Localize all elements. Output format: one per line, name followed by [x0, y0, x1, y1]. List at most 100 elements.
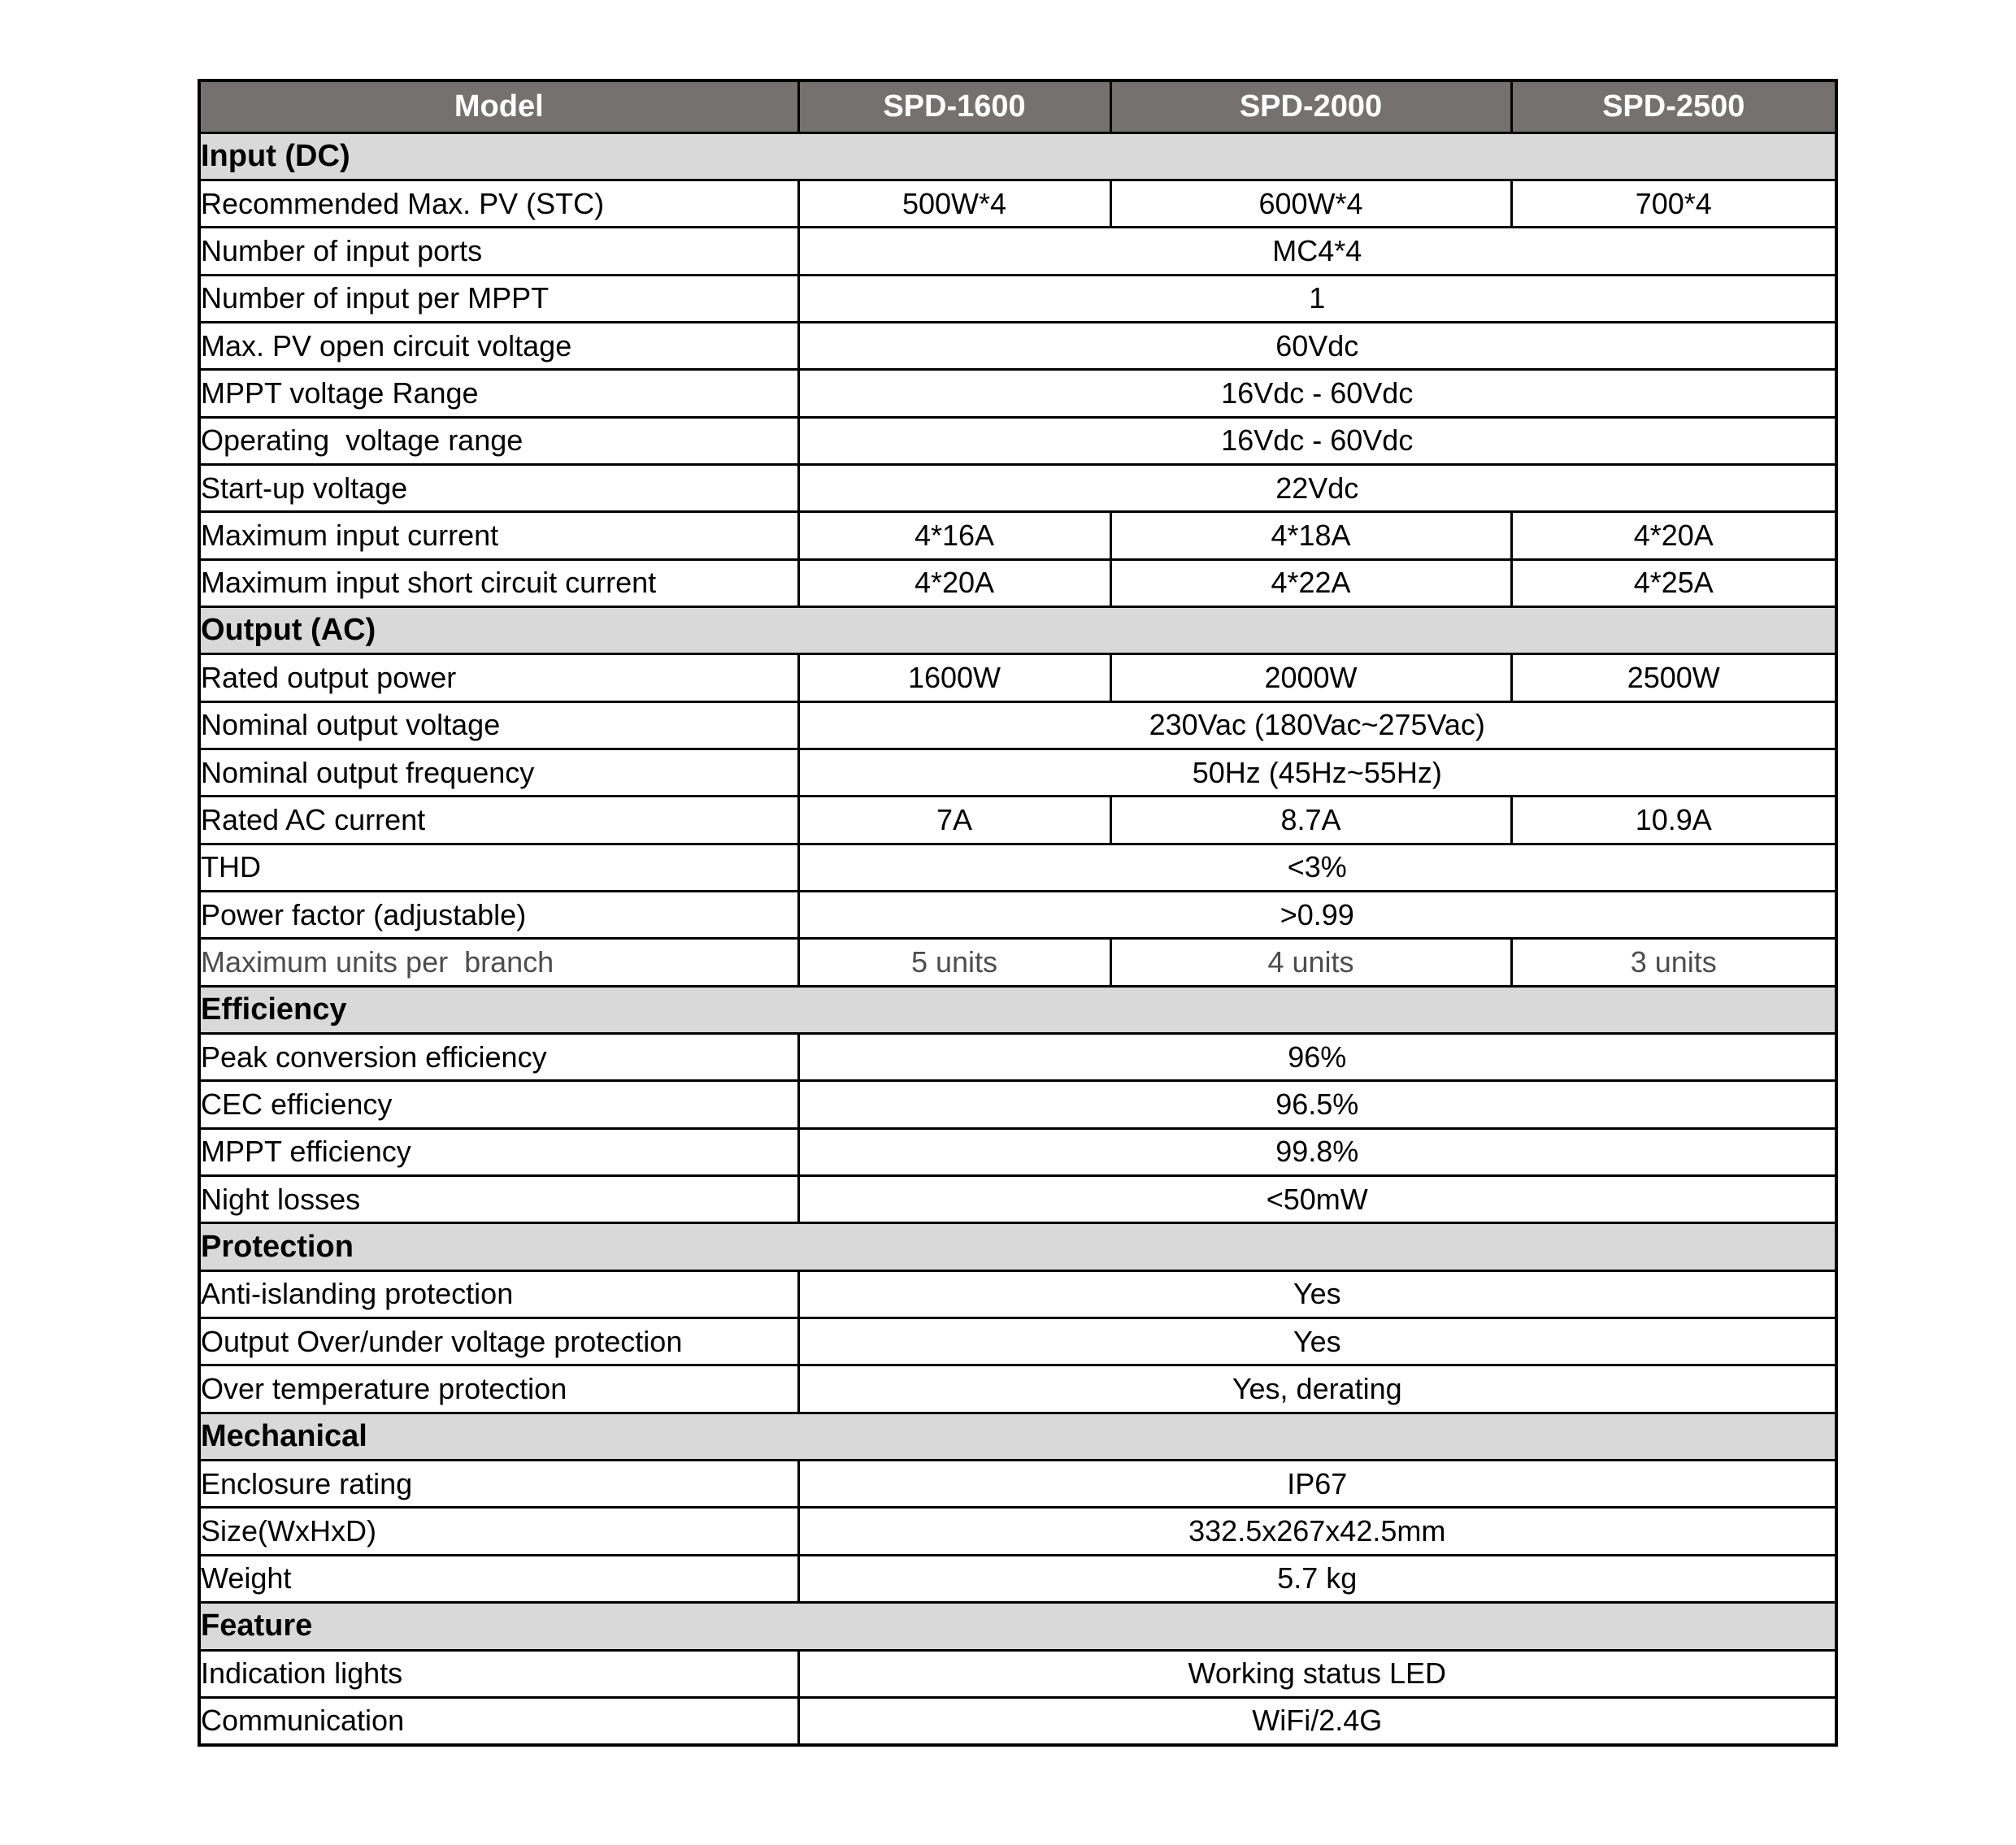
spec-row: Peak conversion efficiency 96%: [198, 1032, 1838, 1083]
spec-label: Enclosure rating: [198, 1459, 800, 1509]
spec-label: Indication lights: [198, 1648, 800, 1699]
spec-row: Nominal output voltage 230Vac (180Vac~275…: [198, 700, 1838, 750]
section-title: Protection: [198, 1222, 1838, 1272]
spec-value: 4*20A: [1510, 510, 1838, 561]
spec-row: Recommended Max. PV (STC) 500W*4 600W*4 700…: [198, 178, 1838, 229]
spec-value: 2500W: [1510, 653, 1838, 703]
spec-value-merged: Yes: [797, 1317, 1838, 1367]
spec-label: Maximum input short circuit current: [198, 558, 800, 608]
spec-row: Size(WxHxD) 332.5x267x42.5mm: [198, 1506, 1838, 1556]
spec-row: Start-up voltage 22Vdc: [198, 462, 1838, 514]
spec-label: Rated output power: [198, 653, 800, 703]
spec-value-merged: 16Vdc - 60Vdc: [797, 368, 1838, 419]
spec-row: Maximum units per branch 5 units 4 units 3 …: [198, 937, 1838, 988]
spec-row: Maximum input short circuit current 4*20A…: [198, 558, 1838, 608]
spec-label: Maximum units per branch: [198, 937, 800, 988]
spec-value-merged: Working status LED: [797, 1648, 1838, 1699]
section-row: Efficiency: [198, 984, 1838, 1035]
spec-row: Max. PV open circuit voltage 60Vdc: [198, 320, 1838, 371]
spec-value: 7A: [797, 795, 1112, 845]
section-title: Input (DC): [198, 131, 1838, 181]
spec-value: 700*4: [1510, 178, 1838, 229]
spec-table-header: Model SPD-1600 SPD-2000 SPD-2500: [198, 79, 1838, 134]
spec-label: Output Over/under voltage protection: [198, 1317, 800, 1367]
spec-value-merged: 96.5%: [797, 1079, 1838, 1130]
spec-label: Start-up voltage: [198, 462, 800, 514]
spec-label: Operating voltage range: [198, 415, 800, 466]
spec-value-merged: MC4*4: [797, 226, 1838, 276]
section-row: Input (DC): [198, 131, 1838, 181]
spec-label: Over temperature protection: [198, 1364, 800, 1414]
spec-value: 600W*4: [1109, 178, 1513, 229]
spec-row: MPPT efficiency 99.8%: [198, 1127, 1838, 1178]
section-title: Feature: [198, 1601, 1838, 1652]
section-row: Protection: [198, 1222, 1838, 1272]
spec-label: Number of input ports: [198, 226, 800, 276]
spec-row: Operating voltage range 16Vdc - 60Vdc: [198, 415, 1838, 466]
section-row: Feature: [198, 1601, 1838, 1652]
header-row: Model SPD-1600 SPD-2000 SPD-2500: [198, 79, 1838, 134]
spec-value-merged: 96%: [797, 1032, 1838, 1083]
spec-value-merged: >0.99: [797, 889, 1838, 940]
spec-row: Output Over/under voltage protection Yes: [198, 1317, 1838, 1367]
section-title: Output (AC): [198, 605, 1838, 656]
spec-label: Communication: [198, 1695, 800, 1747]
spec-label: Maximum input current: [198, 510, 800, 561]
spec-label: Night losses: [198, 1174, 800, 1225]
spec-value-merged: 60Vdc: [797, 320, 1838, 371]
spec-row: Indication lights Working status LED: [198, 1648, 1838, 1699]
spec-label: CEC efficiency: [198, 1079, 800, 1130]
spec-row: Communication WiFi/2.4G: [198, 1695, 1838, 1747]
section-row: Output (AC): [198, 605, 1838, 656]
header-spd-2500: SPD-2500: [1510, 79, 1838, 134]
spec-value-merged: Yes: [797, 1269, 1838, 1320]
spec-value-merged: 99.8%: [797, 1127, 1838, 1178]
spec-row: Number of input ports MC4*4: [198, 226, 1838, 276]
spec-value: 4*20A: [797, 558, 1112, 608]
spec-label: Power factor (adjustable): [198, 889, 800, 940]
spec-row: Nominal output frequency 50Hz (45Hz~55Hz): [198, 747, 1838, 798]
spec-row: Weight 5.7 kg: [198, 1553, 1838, 1604]
spec-row: Rated AC current 7A 8.7A 10.9A: [198, 795, 1838, 845]
section-title: Efficiency: [198, 984, 1838, 1035]
spec-value-merged: 22Vdc: [797, 462, 1838, 514]
spec-label: Number of input per MPPT: [198, 273, 800, 323]
spec-value-merged: 332.5x267x42.5mm: [797, 1506, 1838, 1556]
spec-value: 4*25A: [1510, 558, 1838, 608]
spec-value: 4*18A: [1109, 510, 1513, 561]
spec-value: 1600W: [797, 653, 1112, 703]
spec-row: CEC efficiency 96.5%: [198, 1079, 1838, 1130]
spec-value: 8.7A: [1109, 795, 1513, 845]
spec-label: MPPT voltage Range: [198, 368, 800, 419]
spec-value-merged: Yes, derating: [797, 1364, 1838, 1414]
spec-row: Night losses <50mW: [198, 1174, 1838, 1225]
spec-row: MPPT voltage Range 16Vdc - 60Vdc: [198, 368, 1838, 419]
spec-value-merged: 230Vac (180Vac~275Vac): [797, 700, 1838, 750]
spec-value: 500W*4: [797, 178, 1112, 229]
spec-row: Enclosure rating IP67: [198, 1459, 1838, 1509]
spec-value-merged: 5.7 kg: [797, 1553, 1838, 1604]
spec-value-merged: <3%: [797, 842, 1838, 893]
section-title: Mechanical: [198, 1411, 1838, 1462]
section-row: Mechanical: [198, 1411, 1838, 1462]
spec-value-merged: 50Hz (45Hz~55Hz): [797, 747, 1838, 798]
spec-value: 4 units: [1109, 937, 1513, 988]
spec-label: THD: [198, 842, 800, 893]
spec-label: Anti-islanding protection: [198, 1269, 800, 1320]
spec-row: Power factor (adjustable) >0.99: [198, 889, 1838, 940]
spec-label: Size(WxHxD): [198, 1506, 800, 1556]
spec-row: Rated output power 1600W 2000W 2500W: [198, 653, 1838, 703]
spec-row: Maximum input current 4*16A 4*18A 4*20A: [198, 510, 1838, 561]
spec-value: 3 units: [1510, 937, 1838, 988]
header-spd-1600: SPD-1600: [797, 79, 1112, 134]
spec-value: 5 units: [797, 937, 1112, 988]
spec-label: Max. PV open circuit voltage: [198, 320, 800, 371]
spec-label: Weight: [198, 1553, 800, 1604]
spec-label: Recommended Max. PV (STC): [198, 178, 800, 229]
spec-label: Nominal output frequency: [198, 747, 800, 798]
spec-label: Rated AC current: [198, 795, 800, 845]
spec-value-merged: WiFi/2.4G: [797, 1695, 1838, 1747]
spec-row: Over temperature protection Yes, derating: [198, 1364, 1838, 1414]
spec-label: Peak conversion efficiency: [198, 1032, 800, 1083]
